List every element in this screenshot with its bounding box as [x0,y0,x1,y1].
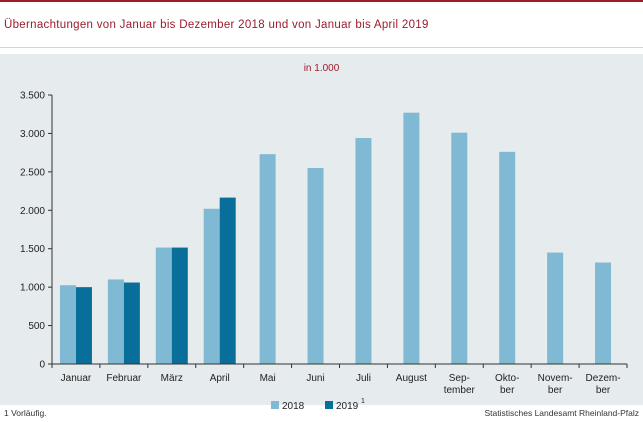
x-category-label: ber [500,385,515,396]
legend-label: 2019 [336,401,359,412]
y-axis: 0 500 1.000 1.500 2.000 2.500 3.000 3.500 [20,91,53,371]
y-tick-label: 500 [28,321,45,332]
bar-2018 [259,154,276,364]
x-category-label: ber [596,385,611,396]
legend-label: 2018 [282,401,305,412]
legend-swatch [325,401,333,409]
title-divider [0,47,643,48]
x-category-label: Januar [61,373,92,384]
bar-2018 [451,132,468,364]
legend: 2018 2019 1 [271,398,365,412]
x-category-label: Mai [260,373,276,384]
y-tick-label: 1.000 [20,283,45,294]
bar-2018 [355,138,372,364]
x-category-label: Sep- [449,373,470,384]
footnote: 1 Vorläufig. [4,408,47,418]
top-rule [0,0,643,2]
source-note: Statistisches Landesamt Rheinland-Pfalz [484,408,640,418]
x-category-label: Novem- [538,373,573,384]
x-category-label: März [161,373,183,384]
x-category-label: April [210,373,230,384]
y-tick-label: 0 [39,360,45,371]
bar-2019 [123,282,140,364]
x-category-label: August [396,373,427,384]
x-category-label: tember [444,385,476,396]
chart-title: Übernachtungen von Januar bis Dezember 2… [4,19,429,31]
bar-2018 [307,168,324,364]
bar-2019 [171,247,188,364]
bar-2018 [499,151,516,364]
bar-2018 [595,262,612,364]
x-category-label: ber [548,385,563,396]
x-category-label: Juni [306,373,324,384]
bar-2018 [59,285,76,364]
bars [59,112,612,364]
chart-unit-label: in 1.000 [303,63,340,74]
legend-superscript: 1 [361,398,365,405]
y-tick-label: 1.500 [20,244,45,255]
x-category-label: Februar [106,373,142,384]
x-category-label: Juli [356,373,371,384]
bar-2018 [403,112,420,364]
y-tick-label: 2.500 [20,167,45,178]
y-tick-label: 3.000 [20,129,45,140]
bar-2018 [155,247,172,364]
legend-swatch [271,401,279,409]
bar-2019 [75,287,92,364]
y-tick-label: 3.500 [20,91,45,102]
bar-2019 [219,197,236,364]
x-axis: Januar Februar März April Mai Juni Juli August S… [51,363,628,396]
y-tick-label: 2.000 [20,206,45,217]
x-category-label: Dezem- [586,373,621,384]
bar-2018 [547,252,564,364]
bar-2018 [107,279,124,364]
x-category-label: Okto- [495,373,519,384]
bar-2018 [203,208,220,364]
